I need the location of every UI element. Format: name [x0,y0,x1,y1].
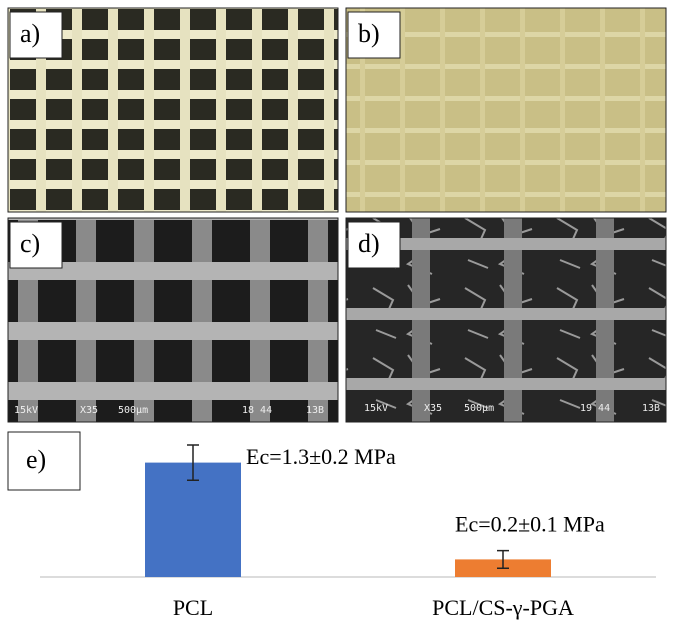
caption: 15kV [14,405,38,416]
panel-label: b) [358,19,380,48]
panel-label: c) [20,229,40,258]
panel-label: e) [26,445,46,474]
panel-d: d) 15kV X35 500μm 19 44 13B [346,218,666,422]
caption: 13B [642,403,660,414]
value-label: Ec=1.3±0.2 MPa [246,444,396,469]
caption: 19 44 [580,403,610,414]
category-label: PCL [173,595,213,620]
panel-c: c) 15kV X35 500μm 18 44 13B [8,218,338,422]
panel-a: a) [8,8,338,212]
panel-label: a) [20,19,40,48]
caption: 500μm [464,403,494,414]
category-label: PCL/CS-γ-PGA [432,595,574,620]
caption: X35 [424,403,442,414]
caption: X35 [80,405,98,416]
caption: 15kV [364,403,388,414]
panel-label: d) [358,229,380,258]
caption: 13B [306,405,324,416]
value-label: Ec=0.2±0.1 MPa [455,512,605,537]
figure: a) b) c) 15kV X35 500μm 18 44 13B d) 15k… [0,0,674,628]
panel-e: e) Ec=1.3±0.2 MPa PCL Ec=0.2±0.1 MPa PCL/CS… [8,432,656,620]
caption: 18 44 [242,405,272,416]
panel-b: b) [346,8,666,212]
caption: 500μm [118,405,148,416]
